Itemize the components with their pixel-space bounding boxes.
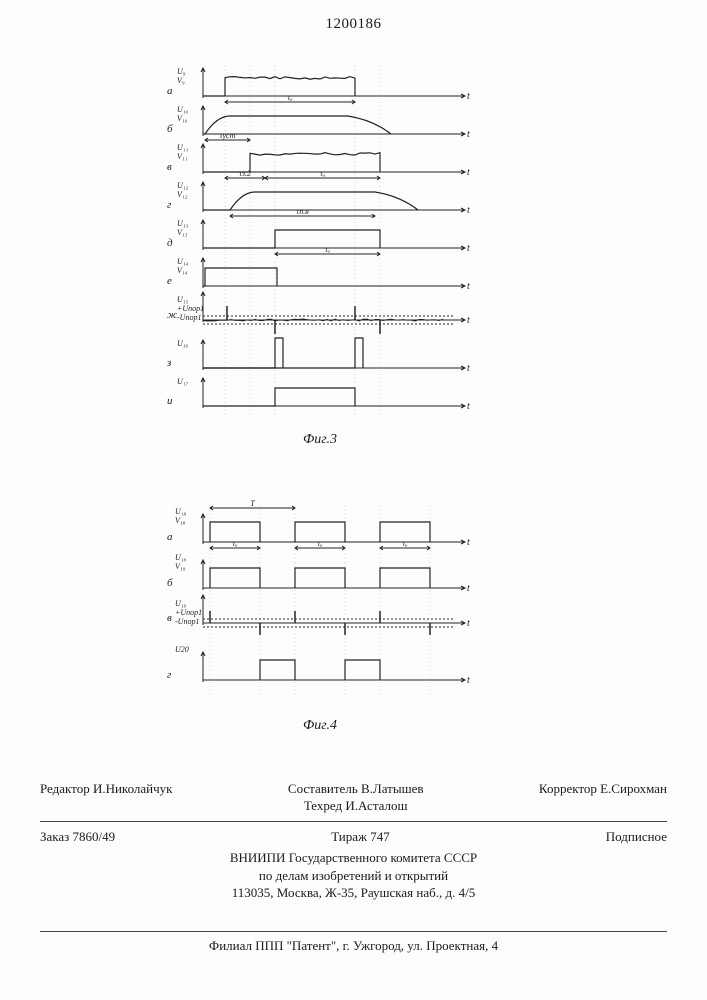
svg-text:τз.2: τз.2 (239, 169, 251, 178)
svg-text:V₁₉: V₁₉ (175, 562, 186, 571)
svg-text:-Uпор1: -Uпор1 (177, 313, 201, 322)
figure-4: аU₁₈V₁₈tTτᵤτᵤτᵤбU₁₉V₁₉tвU₁₉+Uпор1-Uпор1t… (165, 498, 475, 738)
figure-4-caption: Фиг.4 (165, 718, 475, 734)
svg-text:U20: U20 (175, 645, 189, 654)
svg-text:V₁₈: V₁₈ (175, 516, 186, 525)
svg-text:t: t (467, 243, 470, 254)
tirazh: Тираж 747 (331, 828, 390, 846)
figure-3-svg: аU₉V₉tτᵤбU₁₀V₁₀tτуствU₁₁V₁₁tτз.2τᵤгU₁₂V₁… (165, 56, 475, 430)
credits-block: Редактор И.Николайчук Составитель В.Латы… (40, 780, 667, 902)
svg-text:б: б (167, 577, 173, 589)
svg-text:+Uпор1: +Uпор1 (175, 608, 202, 617)
svg-text:t: t (467, 401, 470, 412)
svg-text:U₁₈: U₁₈ (175, 507, 187, 516)
svg-text:U₁₄: U₁₄ (177, 257, 189, 266)
svg-text:τуст: τуст (220, 131, 236, 140)
svg-text:е: е (167, 275, 172, 287)
org-line-2: по делам изобретений и открытий (40, 867, 667, 885)
svg-text:τᵤ: τᵤ (325, 245, 330, 254)
svg-text:t: t (467, 618, 470, 629)
svg-text:г: г (167, 669, 172, 681)
svg-text:τᵤ: τᵤ (232, 539, 237, 548)
svg-text:V₁₄: V₁₄ (177, 266, 188, 275)
document-number: 1200186 (0, 16, 707, 33)
org-line-1: ВНИИПИ Государственного комитета СССР (40, 849, 667, 867)
figure-3: аU₉V₉tτᵤбU₁₀V₁₀tτуствU₁₁V₁₁tτз.2τᵤгU₁₂V₁… (165, 56, 475, 446)
svg-text:t: t (467, 129, 470, 140)
svg-text:-Uпор1: -Uпор1 (175, 617, 199, 626)
svg-text:t: t (467, 583, 470, 594)
footer-text: Филиал ППП "Патент", г. Ужгород, ул. Про… (209, 938, 498, 953)
svg-text:г: г (167, 199, 172, 211)
svg-text:V₉: V₉ (177, 76, 185, 85)
svg-text:в: в (167, 161, 172, 173)
svg-text:t: t (467, 281, 470, 292)
svg-text:U₁₇: U₁₇ (177, 377, 189, 386)
svg-text:в: в (167, 612, 172, 624)
svg-text:V₁₁: V₁₁ (177, 152, 188, 161)
divider (40, 821, 667, 822)
svg-text:V₁₂: V₁₂ (177, 190, 188, 199)
svg-text:б: б (167, 123, 173, 135)
figure-4-svg: аU₁₈V₁₈tTτᵤτᵤτᵤбU₁₉V₁₉tвU₁₉+Uпор1-Uпор1t… (165, 498, 475, 716)
compiler: Составитель В.Латышев (288, 781, 424, 796)
svg-text:t: t (467, 363, 470, 374)
svg-text:U₉: U₉ (177, 67, 186, 76)
svg-text:τᵤ: τᵤ (287, 93, 292, 102)
editor: Редактор И.Николайчук (40, 780, 172, 815)
svg-text:t: t (467, 537, 470, 548)
svg-text:τᵤ: τᵤ (402, 539, 407, 548)
svg-text:U₁₅: U₁₅ (177, 295, 189, 304)
svg-text:+Uпор1: +Uпор1 (177, 304, 204, 313)
svg-text:U₁₃: U₁₃ (177, 219, 189, 228)
figure-3-caption: Фиг.3 (165, 432, 475, 448)
svg-text:а: а (167, 85, 173, 97)
org-address: 113035, Москва, Ж-35, Раушская наб., д. … (40, 884, 667, 902)
svg-text:U₁₁: U₁₁ (177, 143, 189, 152)
svg-text:τп.в: τп.в (296, 207, 309, 216)
svg-text:T: T (250, 499, 255, 508)
techred: Техред И.Асталош (304, 798, 408, 813)
svg-text:τᵤ: τᵤ (317, 539, 322, 548)
svg-text:а: а (167, 531, 173, 543)
svg-text:U₁₂: U₁₂ (177, 181, 189, 190)
page: 1200186 а U₉V₉ t τᵤ б U₁₀V₁₀ t τуст в U₁₁V₁₁ t τз.2… (0, 0, 707, 1000)
svg-text:t: t (467, 315, 470, 326)
svg-text:V₁₃: V₁₃ (177, 228, 188, 237)
svg-text:д: д (167, 237, 173, 249)
order-number: Заказ 7860/49 (40, 828, 115, 846)
svg-text:V₁₀: V₁₀ (177, 114, 188, 123)
svg-text:τᵤ: τᵤ (320, 169, 325, 178)
svg-text:t: t (467, 167, 470, 178)
svg-text:U₁₉: U₁₉ (175, 599, 187, 608)
svg-text:t: t (467, 91, 470, 102)
svg-text:з: з (166, 357, 171, 369)
svg-text:и: и (167, 395, 173, 407)
svg-text:U₁₉: U₁₉ (175, 553, 187, 562)
svg-text:t: t (467, 205, 470, 216)
footer: Филиал ППП "Патент", г. Ужгород, ул. Про… (40, 931, 667, 954)
corrector: Корректор Е.Сирохман (539, 780, 667, 815)
svg-text:U₁₀: U₁₀ (177, 105, 189, 114)
svg-text:U₁₆: U₁₆ (177, 339, 189, 348)
podpisnoe: Подписное (606, 828, 667, 846)
svg-text:t: t (467, 675, 470, 686)
